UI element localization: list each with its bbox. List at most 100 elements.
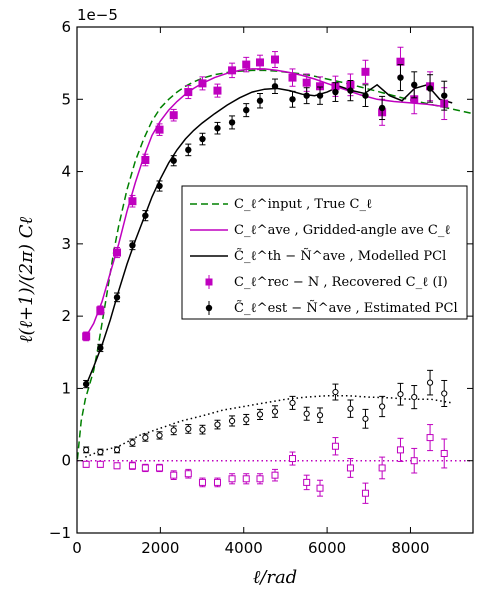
series-4-point — [303, 92, 310, 99]
series-6-point — [128, 462, 136, 470]
series-5-point — [316, 412, 324, 419]
y-tick-label: 4 — [61, 163, 71, 181]
series-4-point — [243, 106, 250, 114]
series-5-point — [397, 391, 404, 398]
series-4-point — [199, 135, 206, 143]
series-4-point — [347, 87, 354, 94]
series-5-point — [113, 446, 121, 453]
legend-box — [181, 185, 468, 320]
series-4-point — [214, 125, 221, 132]
legend-item: C_ℓ^ave , Gridded-angle ave C_ℓ — [190, 223, 451, 238]
series-6-point — [256, 475, 264, 483]
y-tick-label: 2 — [61, 307, 71, 325]
series-3-point — [169, 111, 178, 120]
series-5-point — [347, 405, 354, 412]
series-4-point — [378, 104, 386, 112]
series-4-point — [97, 344, 104, 352]
series-6-point — [156, 464, 164, 472]
x-tick-label: 0 — [72, 539, 82, 557]
series-6-point — [213, 478, 221, 486]
series-3-point — [184, 88, 193, 97]
legend-label: C̃_ℓ^est − Ñ^ave , Estimated PCl — [234, 300, 458, 316]
markers-layer — [82, 46, 449, 504]
x-tick-label: 4000 — [225, 539, 263, 557]
series-5-point — [156, 432, 163, 439]
series-6-point — [331, 442, 339, 450]
series-4-point — [113, 294, 121, 301]
x-axis-label: ℓ/rad — [253, 567, 297, 588]
x-tick-label: 6000 — [308, 539, 346, 557]
y-tick-label: 6 — [61, 18, 71, 36]
series-4-point — [170, 157, 177, 164]
y-offset-label: 1e−5 — [77, 6, 118, 24]
series-5-point — [228, 417, 236, 425]
series-5-point — [97, 448, 104, 456]
series-4-point — [185, 146, 192, 154]
series-7-line — [85, 394, 453, 458]
legend-item: C̃_ℓ^th − Ñ^ave , Modelled PCl — [190, 248, 446, 264]
series-3-point — [302, 78, 311, 87]
series-6-point — [141, 464, 149, 472]
series-6-point — [113, 462, 121, 470]
series-4-point — [228, 119, 236, 126]
series-3-point — [96, 306, 105, 315]
legend-label: C_ℓ^ave , Gridded-angle ave C_ℓ — [234, 223, 451, 238]
legend-item: C_ℓ^rec − N , Recovered C_ℓ (I) — [205, 275, 448, 290]
plot-frame — [76, 26, 474, 534]
series-6-point — [96, 460, 104, 468]
series-4-point — [256, 97, 264, 104]
y-tick-label: 3 — [61, 235, 71, 253]
series-0-line — [77, 69, 473, 460]
series-4-point — [316, 92, 324, 99]
series-3-point — [288, 73, 297, 82]
series-4-point — [156, 182, 163, 190]
y-tick-label: −1 — [49, 524, 71, 542]
series-6-point — [289, 455, 297, 463]
series-3-point — [82, 332, 91, 341]
series-6-point — [396, 446, 404, 454]
series-5-point — [303, 410, 310, 417]
series-6-point — [316, 484, 324, 492]
series-4-point — [441, 92, 448, 99]
series-4-point — [289, 96, 296, 103]
legend-item: C_ℓ^input , True C_ℓ — [190, 197, 372, 212]
legend-marker-swatch — [205, 278, 213, 286]
x-tick-label: 8000 — [391, 539, 429, 557]
y-tick-label: 0 — [61, 452, 71, 470]
x-tick-label: 2000 — [141, 539, 179, 557]
series-5-point — [185, 425, 192, 433]
series-4-point — [397, 74, 404, 81]
series-5-point — [271, 408, 279, 415]
legend-marker-swatch — [205, 304, 213, 312]
series-5-point — [332, 388, 339, 396]
series-4-point — [411, 81, 418, 89]
series-4-point — [129, 242, 136, 249]
y-axis-label: ℓ(ℓ+1)/(2π) Cℓ — [16, 217, 37, 343]
series-3-point — [213, 86, 222, 95]
series-4-point — [271, 83, 279, 90]
series-3-point — [228, 66, 237, 75]
series-5-point — [214, 421, 221, 428]
series-6-point — [361, 489, 369, 497]
series-6-point — [184, 470, 192, 478]
series-4-point — [142, 212, 149, 219]
series-5-point — [170, 427, 177, 434]
y-axis: −1 0 1 2 3 4 5 6 — [49, 18, 473, 542]
legend-label: C_ℓ^input , True C_ℓ — [234, 197, 372, 212]
series-6-point — [228, 475, 236, 483]
series-1-line — [84, 68, 444, 339]
y-tick-label: 1 — [61, 379, 71, 397]
series-4-point — [82, 380, 90, 388]
series-3-point — [198, 79, 207, 88]
series-6-point — [378, 464, 386, 472]
series-3-point — [113, 248, 122, 257]
series-6-point — [82, 460, 90, 468]
series-5-point — [142, 434, 149, 441]
series-6-point — [426, 434, 434, 442]
legend-item: C̃_ℓ^est − Ñ^ave , Estimated PCl — [205, 300, 458, 316]
legend-label: C_ℓ^rec − N , Recovered C_ℓ (I) — [234, 275, 448, 290]
series-4-point — [362, 92, 369, 99]
series-5-point — [362, 415, 369, 422]
series-3-point — [255, 58, 264, 67]
